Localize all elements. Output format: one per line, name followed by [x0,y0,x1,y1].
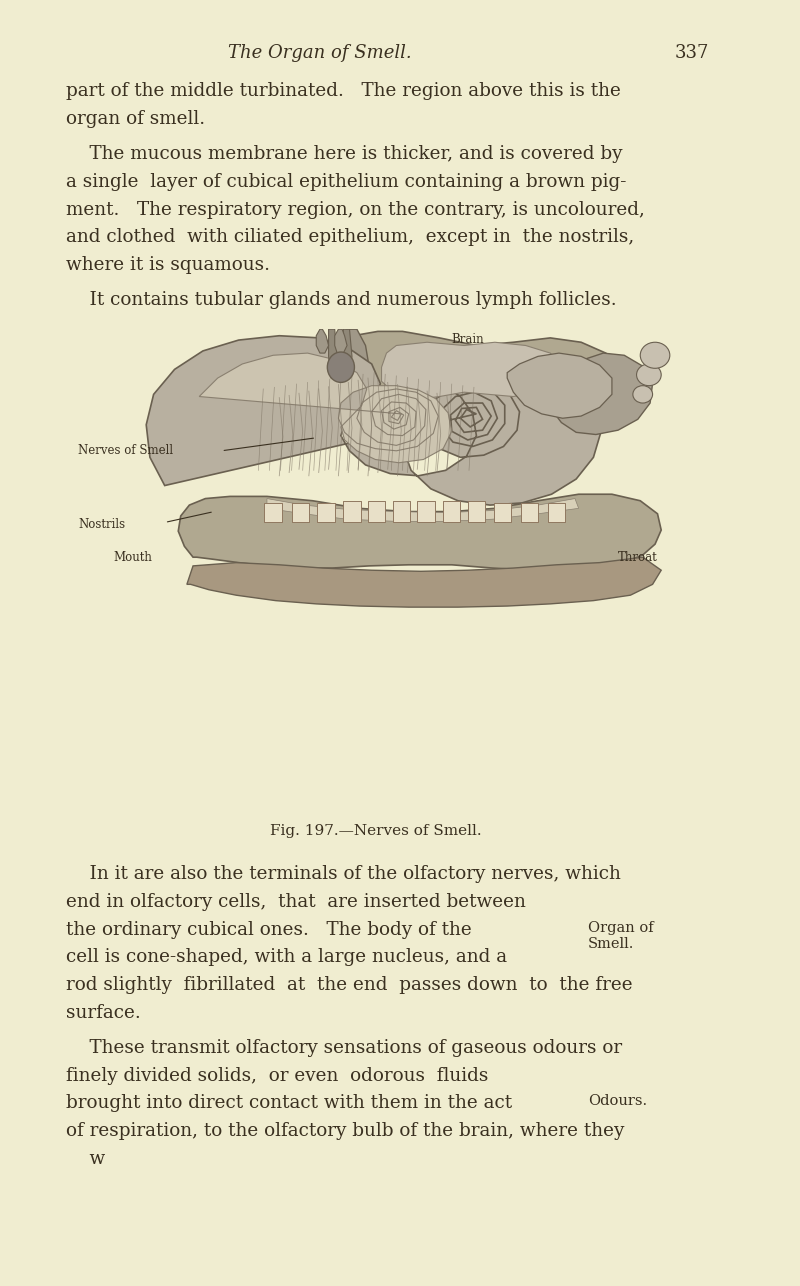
Text: of respiration, to the olfactory bulb of the brain, where they: of respiration, to the olfactory bulb of… [66,1121,624,1139]
Bar [548,503,565,522]
Polygon shape [146,336,601,505]
Text: rod slightly  fibrillated  at  the end  passes down  to  the free: rod slightly fibrillated at the end pass… [66,976,632,994]
Polygon shape [382,342,562,400]
Text: end in olfactory cells,  that  are inserted between: end in olfactory cells, that are inserte… [66,894,526,910]
Text: cell is cone-shaped, with a large nucleus, and a: cell is cone-shaped, with a large nucleu… [66,949,506,966]
Polygon shape [507,354,612,418]
Polygon shape [546,354,653,435]
Text: Throat: Throat [618,550,658,563]
Polygon shape [343,329,352,378]
Text: Nostrils: Nostrils [78,518,126,531]
Polygon shape [178,494,662,570]
Text: organ of smell.: organ of smell. [66,111,205,127]
Text: In it are also the terminals of the olfactory nerves, which: In it are also the terminals of the olfa… [66,865,621,883]
Text: finely divided solids,  or even  odorous  fluids: finely divided solids, or even odorous f… [66,1067,488,1084]
Text: w: w [66,1150,105,1168]
Polygon shape [332,329,370,396]
Text: These transmit olfactory sensations of gaseous odours or: These transmit olfactory sensations of g… [66,1039,622,1057]
Bar [318,503,334,522]
Text: where it is squamous.: where it is squamous. [66,256,270,274]
Text: Mouth: Mouth [114,550,152,563]
Polygon shape [357,332,630,414]
Text: brought into direct contact with them in the act: brought into direct contact with them in… [66,1094,512,1112]
Circle shape [640,342,670,368]
Text: Fig. 197.—Nerves of Smell.: Fig. 197.—Nerves of Smell. [270,824,482,838]
Bar [521,503,538,522]
Text: Brain: Brain [452,333,484,346]
Bar [443,500,460,522]
Text: part of the middle turbinated.   The region above this is the: part of the middle turbinated. The regio… [66,82,621,100]
Text: the ordinary cubical ones.   The body of the: the ordinary cubical ones. The body of t… [66,921,471,939]
Polygon shape [334,329,347,354]
Bar [368,500,386,522]
Bar [265,503,282,522]
Bar [292,503,309,522]
Bar [343,500,361,522]
Polygon shape [267,499,578,521]
Text: Organ of
Smell.: Organ of Smell. [588,921,654,950]
Bar [393,500,410,522]
Circle shape [633,386,653,403]
Text: The Organ of Smell.: The Organ of Smell. [228,44,412,62]
Text: and clothed  with ciliated epithelium,  except in  the nostrils,: and clothed with ciliated epithelium, ex… [66,228,634,246]
Text: a single  layer of cubical epithelium containing a brown pig-: a single layer of cubical epithelium con… [66,172,626,190]
Polygon shape [199,354,452,463]
Text: Odours.: Odours. [588,1094,647,1109]
Ellipse shape [327,352,354,382]
Text: surface.: surface. [66,1004,140,1021]
Text: Nerves of Smell: Nerves of Smell [78,444,174,458]
Polygon shape [316,329,329,354]
Text: ment.   The respiratory region, on the contrary, is uncoloured,: ment. The respiratory region, on the con… [66,201,645,219]
Text: The mucous membrane here is thicker, and is covered by: The mucous membrane here is thicker, and… [66,145,622,163]
Polygon shape [329,329,337,378]
Circle shape [637,364,662,386]
Polygon shape [187,557,662,607]
Text: It contains tubular glands and numerous lymph follicles.: It contains tubular glands and numerous … [66,291,616,309]
Bar [418,500,434,522]
Text: 337: 337 [675,44,709,62]
Bar [468,500,485,522]
Bar [494,503,511,522]
